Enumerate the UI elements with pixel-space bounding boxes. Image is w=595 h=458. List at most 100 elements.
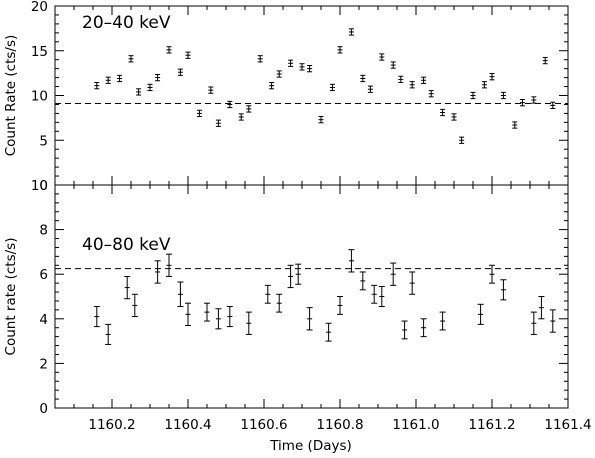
data-point: [131, 293, 138, 318]
data-point: [325, 322, 332, 342]
y-tick-label: 10: [31, 89, 48, 105]
data-point: [459, 136, 465, 144]
data-point: [337, 46, 343, 54]
y-tick-label: 4: [39, 312, 48, 328]
data-point: [428, 90, 434, 98]
panel-20-40-kev: 0 5 10 15 20 20–40 keV Count Rate (cts/s): [3, 0, 569, 194]
bottom-panel-frame: [54, 184, 569, 409]
data-point: [288, 59, 294, 67]
y-tick-label: 8: [39, 223, 48, 239]
x-tick-label: 1161.4: [544, 417, 591, 433]
data-point: [93, 306, 100, 328]
bottom-panel-label: 40–80 keV: [82, 235, 171, 255]
data-point: [166, 46, 172, 54]
data-point: [550, 101, 556, 109]
data-point: [166, 253, 172, 277]
data-point: [105, 323, 112, 345]
data-point: [276, 293, 283, 313]
data-point: [215, 119, 221, 127]
data-point: [359, 271, 366, 291]
data-point: [500, 91, 506, 100]
data-point: [542, 56, 548, 65]
data-point: [390, 61, 396, 69]
data-point: [238, 113, 244, 121]
data-point: [276, 70, 282, 78]
data-point: [519, 99, 525, 107]
data-point: [348, 249, 355, 273]
data-point: [306, 307, 313, 331]
data-point: [401, 320, 408, 340]
data-point: [538, 296, 545, 320]
x-tick-label: 1160.4: [164, 417, 211, 433]
data-point: [185, 51, 191, 59]
data-point: [489, 264, 495, 284]
data-point: [208, 86, 214, 94]
data-point: [287, 264, 294, 289]
data-point: [257, 55, 263, 63]
y-tick-label: 6: [39, 267, 48, 283]
y-tick-label: 5: [39, 133, 48, 149]
data-point: [124, 275, 131, 300]
data-point: [439, 311, 446, 331]
bottom-y-axis-label: Count rate (cts/s): [3, 238, 19, 356]
bottom-y-axis: 0 2 4 6 8 10: [31, 178, 568, 417]
y-tick-label: 0: [39, 401, 48, 417]
data-point: [227, 100, 233, 109]
bottom-data-points: [93, 249, 556, 345]
data-point: [337, 296, 343, 315]
data-point: [94, 82, 100, 90]
data-point: [105, 76, 111, 84]
top-x-axis-ticks: [54, 6, 569, 185]
data-point: [390, 262, 397, 286]
data-point: [185, 302, 191, 326]
x-tick-label: 1161.0: [392, 417, 439, 433]
data-point: [226, 306, 233, 328]
data-point: [440, 108, 446, 117]
top-y-axis-label: Count Rate (cts/s): [3, 35, 19, 157]
x-tick-label: 1160.2: [88, 417, 135, 433]
data-point: [117, 74, 123, 83]
data-point: [549, 309, 556, 333]
bottom-x-axis: 1160.2 1160.4 1160.6 1160.8 1161.0 1161.2 1161…: [54, 185, 592, 433]
data-point: [531, 96, 537, 104]
data-point: [477, 303, 484, 325]
y-tick-label: 10: [31, 178, 48, 194]
data-point: [398, 75, 404, 84]
top-data-points: [94, 28, 556, 144]
top-panel-label: 20–40 keV: [82, 13, 171, 33]
data-point: [379, 53, 385, 61]
y-tick-label: 15: [31, 44, 48, 60]
data-point: [409, 81, 415, 89]
data-point: [409, 271, 416, 295]
data-point: [307, 65, 313, 73]
x-tick-label: 1161.2: [468, 417, 515, 433]
data-point: [136, 88, 142, 96]
data-point: [371, 284, 378, 304]
data-point: [295, 263, 302, 285]
data-point: [128, 55, 134, 63]
data-point: [420, 318, 427, 338]
data-point: [154, 260, 161, 284]
x-tick-label: 1160.6: [240, 417, 287, 433]
data-point: [348, 28, 354, 36]
data-point: [177, 281, 184, 308]
top-y-axis: 0 5 10 15 20: [31, 0, 568, 194]
data-point: [269, 82, 275, 90]
data-point: [530, 311, 537, 335]
data-point: [155, 73, 161, 82]
data-point: [470, 91, 476, 100]
x-axis-label: Time (Days): [269, 438, 352, 454]
data-point: [489, 73, 495, 81]
data-point: [367, 85, 373, 93]
data-point: [378, 285, 385, 308]
data-point: [246, 105, 252, 113]
data-point: [245, 311, 252, 335]
data-point: [177, 68, 183, 76]
y-tick-label: 20: [31, 0, 48, 15]
data-point: [360, 74, 366, 83]
data-point: [481, 81, 487, 89]
data-point: [512, 121, 518, 129]
data-point: [451, 113, 457, 121]
